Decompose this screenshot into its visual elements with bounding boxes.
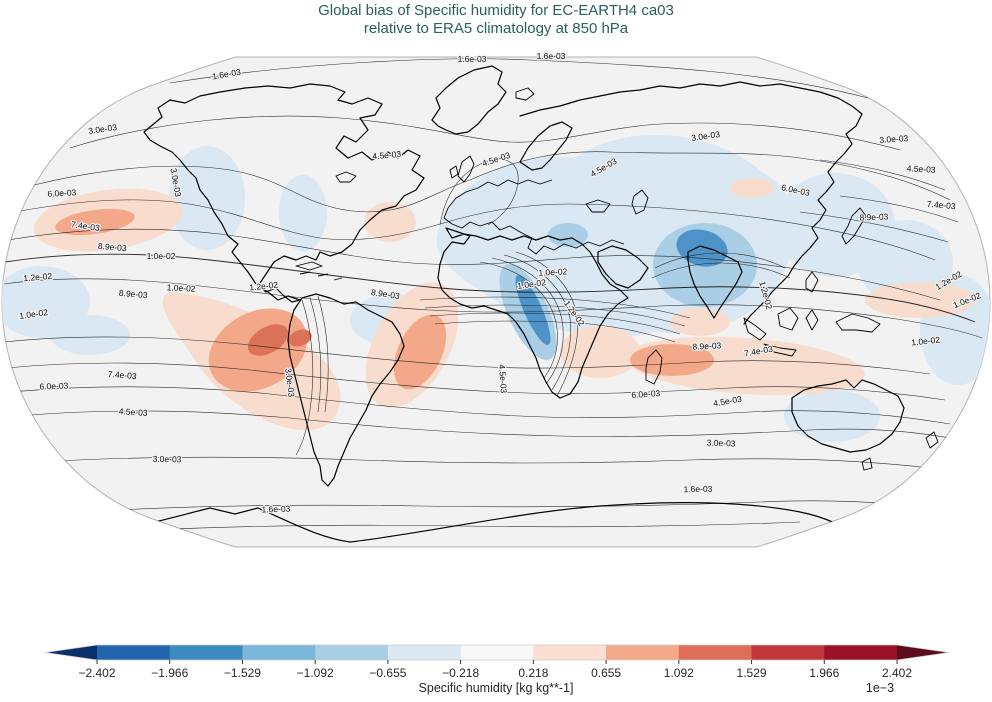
colorbar-segment [387,645,462,660]
colorbar-segment [824,645,898,660]
map-outline [1,56,991,548]
contour-label: 8.9e-03 [692,340,722,352]
coastlines [69,65,951,543]
contour-label: 4.5e-03 [372,149,402,161]
colorbar-segment [460,645,534,660]
colorbar-segment [751,645,825,660]
contour-label: 7.4e-03 [926,199,956,211]
colorbar-ticks: −2.402 −1.966 −1.529 −1.092 −0.655 −0.218 0.21… [78,660,912,680]
colorbar-tick-label: 2.402 [882,666,912,680]
colorbar-tick-label: −1.966 [151,666,188,680]
colorbar-tick-label: 0.655 [591,666,621,680]
colorbar-tick-label: −2.402 [78,666,115,680]
contour-label: 3.0e-03 [707,438,736,449]
contour-label: 1.0e-02 [538,266,568,278]
colorbar-multiplier: 1e−3 [866,681,894,695]
colorbar-segment [315,645,389,660]
contour-label: 3.0e-03 [283,368,296,398]
contour-label: 1.0e-02 [166,282,196,294]
positive-bias-deep [247,324,312,356]
contour-label: 6.0e-03 [631,388,661,400]
colorbar-extend-left [45,645,97,660]
plot-title-line1: Global bias of Specific humidity for EC-… [318,2,674,19]
colorbar-tick-label: −1.092 [297,666,334,680]
contour-label: 1.2e-02 [23,271,53,283]
contour-label: 1.6e-03 [683,484,712,495]
contour-label: 1.6e-03 [458,54,487,64]
colorbar-label: Specific humidity [kg kg**-1] [419,681,574,695]
contour-label: 1.6e-03 [537,51,566,61]
colorbar-tick-label: −0.218 [442,666,479,680]
contour-label: 8.9e-03 [97,241,127,253]
colorbar-tick-label: 1.092 [664,666,694,680]
colorbar-segment [533,645,607,660]
contour-label: 1.0e-02 [147,251,176,261]
contour-label: 7.4e-03 [107,369,137,381]
contour-label: 4.5e-03 [906,163,936,175]
colorbar-extend-right [897,645,949,660]
contour-label: 8.9e-03 [859,211,888,222]
colorbar: −2.402 −1.966 −1.529 −1.092 −0.655 −0.218 0.21… [44,644,950,695]
colorbar-segment [169,645,243,660]
colorbar-segment [97,645,171,660]
colorbar-tick-label: −0.655 [369,666,406,680]
bias-shading [2,134,990,442]
contour-label: 7.4e-03 [70,219,100,233]
colorbar-tick-label: −1.529 [224,666,261,680]
contour-label: 6.0e-03 [39,380,68,391]
contour-label: 4.5e-03 [118,406,148,418]
contour-label: 3.0e-03 [153,454,182,465]
contour-label: 1.0e-02 [911,335,941,348]
colorbar-segment [242,645,316,660]
contour-label: 1.0e-02 [19,307,49,321]
colorbar-segment [678,645,753,660]
colorbar-tick-label: 1.966 [809,666,839,680]
colorbar-segments [44,644,950,661]
colorbar-tick-label: 1.529 [737,666,767,680]
contour-label: 6.0e-03 [47,187,77,199]
contour-label: 4.5e-03 [497,364,509,394]
colorbar-segment [606,645,680,660]
contour-label: 1.2e-02 [249,280,279,293]
contour-label: 8.9e-03 [118,288,148,300]
contour-lines [3,58,983,533]
plot-title-line2: relative to ERA5 climatology at 850 hPa [364,20,629,37]
contour-label: 1.6e-03 [261,503,290,514]
contour-label: 3.0e-03 [879,133,909,145]
colorbar-tick-label: 0.218 [518,666,548,680]
